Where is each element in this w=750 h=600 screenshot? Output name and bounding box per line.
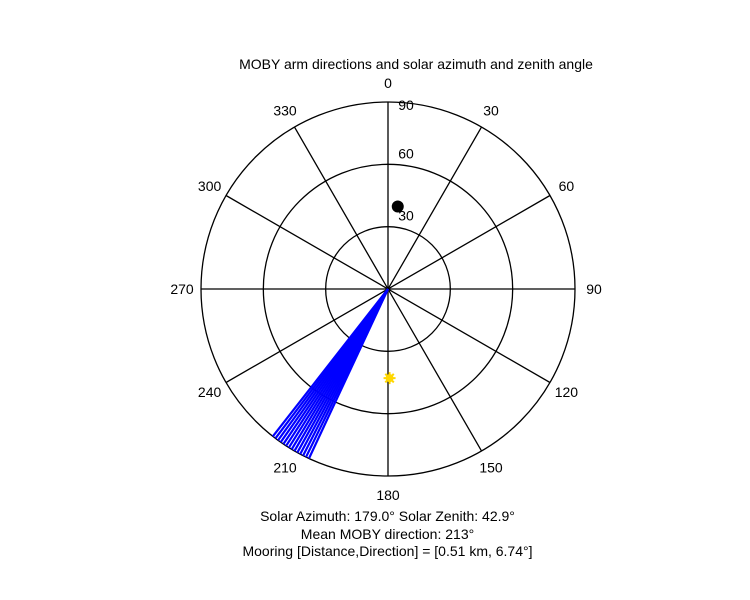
angle-label-270: 270 (170, 281, 194, 297)
solar-caption: Solar Azimuth: 179.0° Solar Zenith: 42.9… (260, 508, 515, 524)
angle-label-210: 210 (273, 459, 297, 475)
mooring-marker (391, 200, 404, 213)
angle-label-240: 240 (198, 384, 222, 400)
sun-marker (383, 372, 396, 385)
tick-labels: 0 30 60 90 120 150 180 210 240 270 300 330 30 60 90 (170, 75, 602, 503)
radius-label-60: 60 (398, 145, 414, 161)
angle-label-90: 90 (586, 281, 602, 297)
angle-label-120: 120 (555, 384, 579, 400)
angle-label-150: 150 (479, 459, 503, 475)
angle-label-0: 0 (384, 75, 392, 91)
chart-title: MOBY arm directions and solar azimuth an… (239, 56, 593, 72)
radius-label-90: 90 (398, 97, 414, 113)
angle-label-300: 300 (198, 178, 222, 194)
moby-direction-caption: Mean MOBY direction: 213° (300, 526, 475, 542)
angle-label-30: 30 (483, 103, 499, 119)
radius-label-30: 30 (398, 208, 414, 224)
arm-line-13 (272, 288, 389, 438)
position-markers (383, 200, 404, 385)
moby-arm-lines (272, 288, 389, 459)
mooring-caption: Mooring [Distance,Direction] = [0.51 km,… (242, 543, 533, 559)
angle-label-180: 180 (376, 487, 400, 503)
angle-label-330: 330 (273, 103, 297, 119)
angle-label-60: 60 (559, 178, 575, 194)
